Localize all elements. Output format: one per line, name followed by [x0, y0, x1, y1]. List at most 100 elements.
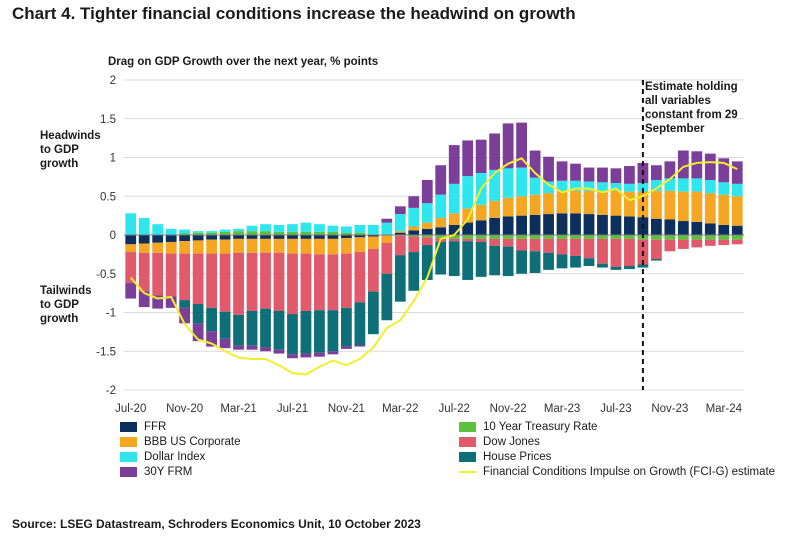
bar-dollar: [287, 224, 298, 232]
bar-ffr: [125, 235, 137, 245]
bar-house: [381, 273, 393, 321]
bar-dollar: [651, 179, 662, 191]
x-tick-label: Mar-22: [382, 403, 418, 415]
bar-frm: [475, 139, 487, 173]
bar-dollar: [435, 194, 447, 218]
bar-ffr: [731, 225, 743, 235]
bar-frm: [556, 161, 568, 181]
bar-ffr: [448, 224, 460, 235]
bar-frm: [529, 150, 541, 178]
bar-frm: [718, 158, 730, 183]
bar-bbb: [246, 238, 258, 253]
bar-dollar: [367, 224, 379, 235]
bar-treasury: [179, 233, 191, 235]
bar-frm: [287, 354, 298, 359]
bar-frm: [233, 345, 244, 350]
bar-frm: [624, 166, 635, 184]
bar-house: [421, 245, 433, 280]
bar-treasury: [677, 235, 689, 240]
bar-frm: [516, 122, 527, 168]
bar-bbb: [179, 241, 191, 254]
bar-dow: [165, 253, 177, 297]
y-axis-title: Drag on GDP Growth over the next year, %…: [108, 56, 379, 68]
y-tick-label: -1.5: [96, 346, 116, 358]
bar-dollar: [691, 178, 703, 192]
legend-item-treasury: 10 Year Treasury Rate: [459, 419, 597, 434]
y-tick-label: -1: [106, 308, 116, 320]
bar-bbb: [408, 226, 420, 231]
bar-ffr: [273, 235, 285, 239]
bar-dollar: [502, 168, 514, 198]
bar-bbb: [125, 244, 137, 253]
headwinds-label: Headwinds to GDP growth: [40, 130, 101, 170]
bar-bbb: [475, 204, 487, 221]
bar-bbb: [273, 238, 285, 253]
bar-house: [570, 255, 581, 268]
x-tick-label: Jul-23: [600, 403, 631, 415]
bar-treasury: [448, 235, 460, 239]
bar-frm: [448, 145, 460, 184]
bar-treasury: [691, 235, 703, 240]
bar-frm: [314, 352, 325, 357]
bar-house: [394, 255, 406, 302]
bar-dollar: [718, 182, 730, 195]
bar-bbb: [543, 193, 554, 215]
bar-house: [489, 245, 501, 276]
y-tick-label: 1.5: [100, 114, 116, 126]
bar-bbb: [704, 193, 716, 224]
bar-house: [260, 308, 271, 348]
bar-bbb: [718, 194, 730, 225]
bar-frm: [691, 151, 703, 179]
bar-frm: [341, 346, 352, 349]
bar-bbb: [435, 217, 447, 228]
bar-frm: [260, 347, 271, 352]
bar-house: [502, 246, 514, 277]
bar-ffr: [260, 235, 271, 239]
bar-frm: [381, 218, 393, 223]
bar-dow: [152, 252, 164, 296]
x-tick-label: Nov-21: [328, 403, 365, 415]
bar-ffr: [165, 235, 177, 242]
bar-dow: [556, 238, 568, 255]
bar-ffr: [192, 235, 204, 241]
bar-frm: [273, 349, 285, 354]
bar-treasury: [516, 235, 527, 239]
bar-bbb: [219, 239, 231, 254]
bar-ffr: [152, 235, 164, 243]
bar-house: [462, 241, 474, 280]
bar-dow: [583, 238, 595, 259]
bar-bbb: [448, 213, 460, 225]
bar-treasury: [462, 235, 474, 239]
bar-dollar: [556, 180, 568, 192]
bar-frm: [597, 167, 608, 183]
bar-bbb: [233, 238, 244, 253]
bar-house: [610, 266, 622, 270]
bar-bbb: [354, 237, 366, 253]
bar-frm: [610, 168, 622, 184]
bar-bbb: [610, 190, 622, 216]
legend-label-treasury: 10 Year Treasury Rate: [483, 420, 598, 433]
legend-label-frm: 30Y FRM: [144, 465, 193, 478]
bar-dollar: [152, 224, 164, 235]
bar-treasury: [287, 231, 298, 235]
x-tick-label: Mar-21: [220, 403, 256, 415]
x-tick-label: Nov-22: [490, 403, 527, 415]
bar-dow: [314, 254, 325, 311]
bar-ffr: [367, 235, 379, 237]
bar-dollar: [381, 222, 393, 235]
bar-frm: [462, 140, 474, 177]
bar-treasury: [543, 235, 554, 239]
bar-house: [246, 310, 258, 346]
bar-treasury: [502, 235, 514, 239]
bar-frm: [677, 150, 689, 179]
bar-dollar: [570, 180, 581, 191]
bar-house: [341, 307, 352, 347]
bar-ffr: [516, 215, 527, 236]
legend-label-fcig: Financial Conditions Impulse on Growth (…: [483, 465, 776, 478]
bar-house: [273, 310, 285, 350]
bar-frm: [704, 153, 716, 180]
bar-dollar: [529, 177, 541, 195]
bar-frm: [435, 165, 447, 195]
bar-treasury: [273, 231, 285, 235]
